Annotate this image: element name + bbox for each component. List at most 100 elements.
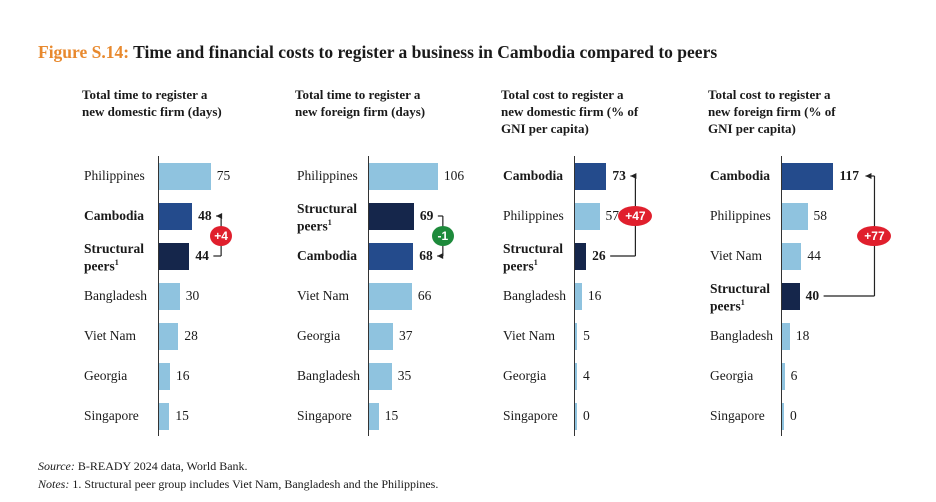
category-label: Philippines <box>84 168 145 183</box>
chart-title-line: Total time to register a <box>295 87 421 102</box>
data-label: 26 <box>592 248 606 263</box>
axis-line <box>781 156 782 436</box>
bar <box>575 283 582 310</box>
arrow-head-icon <box>865 173 872 179</box>
data-label: 30 <box>185 288 200 303</box>
data-label: 44 <box>807 248 821 263</box>
bar <box>782 363 785 390</box>
data-label: 15 <box>384 408 399 423</box>
data-label: 0 <box>583 408 590 423</box>
bar <box>575 403 577 430</box>
bar <box>369 363 392 390</box>
data-label: 66 <box>417 288 432 303</box>
chart-title-line: GNI per capita) <box>708 121 796 136</box>
bar <box>782 203 808 230</box>
source-text: B-READY 2024 data, World Bank. <box>74 459 248 473</box>
data-label: 0 <box>790 408 797 423</box>
axis-line <box>158 156 159 436</box>
figure-title-text: Time and financial costs to register a b… <box>133 42 718 62</box>
bar <box>575 203 600 230</box>
bar <box>369 323 394 350</box>
category-label: Philippines <box>503 208 564 223</box>
data-label: 68 <box>419 248 433 263</box>
category-label: Bangladesh <box>710 328 773 343</box>
chart-title-line: new foreign firm (% of <box>708 104 836 119</box>
figure-label: Figure S.14: <box>38 42 130 62</box>
bar <box>159 363 171 390</box>
data-label: 16 <box>587 288 602 303</box>
data-label: 6 <box>790 368 798 383</box>
category-label: Bangladesh <box>84 288 147 303</box>
category-label: Bangladesh <box>297 368 360 383</box>
bar <box>159 323 179 350</box>
category-label: Georgia <box>297 328 341 343</box>
data-label: 18 <box>795 328 810 343</box>
category-label: Viet Nam <box>503 328 556 343</box>
axis-line <box>368 156 369 436</box>
category-label: Singapore <box>710 408 765 423</box>
data-label: 69 <box>419 208 434 223</box>
bar <box>369 243 414 270</box>
data-label: 44 <box>195 248 209 263</box>
figure-title: Figure S.14: Time and financial costs to… <box>38 42 717 63</box>
bar <box>159 203 193 230</box>
data-label: 48 <box>198 208 212 223</box>
data-label: 57 <box>605 208 620 223</box>
data-label: 117 <box>839 168 859 183</box>
bar <box>782 323 790 350</box>
arrow-head-icon <box>630 173 637 179</box>
bar <box>159 403 170 430</box>
data-label: 15 <box>175 408 189 423</box>
data-label: 37 <box>399 328 413 343</box>
chart-title-line: new foreign firm (days) <box>295 104 426 119</box>
category-label: Georgia <box>503 368 547 383</box>
category-label: Georgia <box>710 368 754 383</box>
category-label: Georgia <box>84 368 128 383</box>
category-label: Singapore <box>84 408 139 423</box>
data-label: 40 <box>805 288 820 303</box>
bar <box>159 283 180 310</box>
bar <box>782 163 834 190</box>
data-label: 4 <box>583 368 590 383</box>
data-label: 58 <box>813 208 828 223</box>
axis-line <box>574 156 575 436</box>
bar <box>369 283 412 310</box>
bar <box>369 403 379 430</box>
chart-title-line: Total cost to register a <box>501 87 624 102</box>
category-label: Singapore <box>503 408 558 423</box>
category-label: Viet Nam <box>84 328 137 343</box>
source-note: Source: B-READY 2024 data, World Bank. <box>38 459 248 474</box>
notes: Notes: 1. Structural peer group includes… <box>38 477 438 492</box>
notes-label: Notes: <box>38 477 70 491</box>
bar <box>159 163 211 190</box>
chart-title: Total cost to register a new domestic fir… <box>501 86 691 137</box>
data-label: 5 <box>583 328 590 343</box>
category-label: Structural peers1 <box>84 241 144 274</box>
bar <box>782 283 800 310</box>
chart-title-line: GNI per capita) <box>501 121 589 136</box>
chart-title-line: new domestic firm (% of <box>501 104 639 119</box>
category-label: Cambodia <box>84 208 145 223</box>
source-label: Source: <box>38 459 75 473</box>
category-label: Structural peers1 <box>710 281 770 314</box>
difference-badge: -1 <box>431 226 454 246</box>
data-label: 35 <box>397 368 412 383</box>
chart-title-line: Total time to register a <box>82 87 208 102</box>
category-label: Structural peers1 <box>503 241 563 274</box>
category-label: Philippines <box>710 208 771 223</box>
difference-badge: +47 <box>618 206 653 226</box>
notes-text: 1. Structural peer group includes Viet N… <box>69 477 439 491</box>
chart-title: Total cost to register a new foreign firm… <box>708 86 898 137</box>
data-label: 16 <box>176 368 190 383</box>
data-label: 75 <box>216 168 231 183</box>
category-label: Philippines <box>297 168 358 183</box>
data-label: 73 <box>612 168 626 183</box>
category-label: Singapore <box>297 408 352 423</box>
category-label: Bangladesh <box>503 288 566 303</box>
category-label: Viet Nam <box>297 288 350 303</box>
chart-title-line: new domestic firm (days) <box>82 104 222 119</box>
bar <box>575 363 577 390</box>
category-label: Cambodia <box>503 168 564 183</box>
bar <box>782 403 784 430</box>
